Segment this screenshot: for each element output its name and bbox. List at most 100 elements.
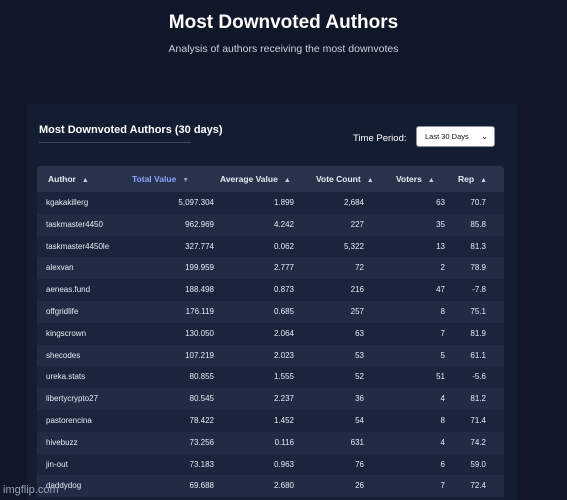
vote-count-cell: 63	[355, 328, 364, 338]
author-cell[interactable]: jin-out	[46, 459, 68, 469]
page-subtitle: Analysis of authors receiving the most d…	[168, 43, 399, 55]
voters-cell: 7	[440, 328, 445, 338]
rep-cell: 72.4	[470, 481, 486, 491]
author-cell[interactable]: kgakakillerg	[46, 198, 89, 207]
sort-down-icon: ▼	[182, 177, 190, 184]
table-row[interactable]: aeneas.fund 188.498 0.873 216 47 -7.8	[37, 279, 504, 301]
average-value-cell: 1.899	[273, 198, 294, 207]
average-value-cell: 0.062	[273, 241, 294, 251]
vote-count-cell: 5,322	[343, 241, 364, 251]
author-cell[interactable]: libertycrypto27	[46, 394, 99, 404]
average-value-cell: 2.237	[273, 394, 294, 404]
table-row[interactable]: shecodes 107.219 2.023 53 5 61.1	[37, 344, 504, 367]
average-value-cell: 1.555	[273, 372, 294, 382]
author-cell[interactable]: taskmaster4450le	[46, 241, 110, 251]
table-row[interactable]: taskmaster4450 962.969 4.242 227 35 85.8	[37, 213, 504, 236]
column-header-vote-count[interactable]: Vote Count ▲	[316, 174, 374, 184]
average-value-cell: 1.452	[273, 415, 294, 425]
author-cell[interactable]: alexvan	[46, 263, 74, 273]
column-header-total-value[interactable]: Total Value ▼	[132, 174, 190, 184]
sort-up-icon: ▲	[366, 177, 374, 184]
average-value-cell: 2.777	[273, 263, 294, 273]
voters-cell: 6	[440, 459, 445, 469]
author-cell[interactable]: shecodes	[46, 350, 81, 360]
average-value-cell: 0.685	[273, 306, 294, 316]
table-header-row: Author ▲ Total Value ▼ Average Value ▲ Vote…	[37, 166, 504, 192]
voters-cell: 47	[436, 285, 445, 295]
rep-cell: 61.1	[470, 350, 486, 360]
column-header-rep[interactable]: Rep ▲	[458, 174, 487, 184]
average-value-cell: 0.116	[274, 437, 294, 447]
sort-up-icon: ▲	[283, 177, 291, 184]
time-period-selected-value: Last 30 Days	[425, 132, 469, 141]
rep-cell: -5.6	[472, 372, 486, 382]
total-value-cell: 130.050	[185, 328, 214, 338]
rep-cell: 81.9	[470, 328, 486, 338]
column-header-voters[interactable]: Voters ▲	[396, 174, 435, 184]
total-value-cell: 73.183	[189, 459, 214, 469]
table-row[interactable]: hivebuzz 73.256 0.116 631 4 74.2	[37, 431, 504, 454]
table-row[interactable]: jin-out 73.183 0.963 76 6 59.0	[37, 453, 504, 476]
author-cell[interactable]: offgridlife	[46, 306, 79, 316]
downvoted-authors-card: Most Downvoted Authors (30 days) Time Pe…	[26, 104, 517, 500]
vote-count-cell: 26	[355, 481, 364, 491]
author-cell[interactable]: kingscrown	[46, 328, 87, 338]
average-value-cell: 2.023	[273, 350, 294, 360]
author-cell[interactable]: pastorencina	[46, 415, 92, 425]
vote-count-cell: 216	[350, 285, 364, 295]
table-row[interactable]: kingscrown 130.050 2.064 63 7 81.9	[37, 322, 504, 345]
average-value-cell: 0.963	[273, 459, 294, 469]
card-title: Most Downvoted Authors (30 days)	[39, 124, 223, 136]
rep-cell: 78.9	[470, 263, 486, 273]
watermark: imgflip.com	[3, 484, 59, 496]
time-period-select[interactable]: Last 30 Days ⌄	[416, 126, 495, 147]
voters-cell: 51	[436, 372, 445, 382]
table-row[interactable]: daddydog 69.688 2.680 26 7 72.4	[37, 475, 504, 498]
table-row[interactable]: offgridlife 176.119 0.685 257 8 75.1	[37, 300, 504, 323]
rep-cell: 74.2	[470, 437, 486, 447]
voters-cell: 63	[436, 198, 445, 207]
total-value-cell: 5,097.304	[178, 198, 214, 207]
average-value-cell: 2.680	[273, 481, 294, 491]
total-value-cell: 107.219	[185, 350, 214, 360]
total-value-cell: 78.422	[189, 415, 214, 425]
vote-count-cell: 257	[350, 306, 364, 316]
author-cell[interactable]: ureka.stats	[46, 372, 86, 382]
column-header-average-value[interactable]: Average Value ▲	[220, 174, 291, 184]
rep-cell: 85.8	[470, 219, 486, 229]
table-row[interactable]: taskmaster4450le 327.774 0.062 5,322 13 81.3	[37, 235, 504, 258]
rep-cell: 81.2	[470, 394, 486, 404]
rep-cell: 71.4	[470, 415, 486, 425]
sort-up-icon: ▲	[81, 177, 89, 184]
table-row[interactable]: alexvan 199.959 2.777 72 2 78.9	[37, 257, 504, 280]
table-row[interactable]: pastorencina 78.422 1.452 54 8 71.4	[37, 409, 504, 432]
vote-count-cell: 631	[350, 437, 364, 447]
voters-cell: 35	[436, 219, 445, 229]
total-value-cell: 80.545	[189, 394, 214, 404]
voters-cell: 2	[440, 263, 445, 273]
voters-cell: 13	[436, 241, 445, 251]
table-row[interactable]: ureka.stats 80.855 1.555 52 51 -5.6	[37, 366, 504, 389]
total-value-cell: 176.119	[185, 306, 214, 316]
voters-cell: 4	[440, 437, 445, 447]
table-row[interactable]: kgakakillerg 5,097.304 1.899 2,684 63 70.7	[37, 192, 504, 214]
total-value-cell: 73.256	[189, 437, 214, 447]
table-row[interactable]: libertycrypto27 80.545 2.237 36 4 81.2	[37, 388, 504, 410]
sort-up-icon: ▲	[427, 177, 435, 184]
author-cell[interactable]: hivebuzz	[46, 437, 78, 447]
vote-count-cell: 72	[355, 263, 364, 273]
column-header-author[interactable]: Author ▲	[48, 174, 89, 184]
authors-table: Author ▲ Total Value ▼ Average Value ▲ Vote…	[37, 166, 504, 498]
author-cell[interactable]: daddydog	[46, 481, 82, 491]
voters-cell: 8	[440, 306, 445, 316]
author-cell[interactable]: taskmaster4450	[46, 219, 103, 229]
voters-cell: 5	[440, 350, 445, 360]
table-body: kgakakillerg 5,097.304 1.899 2,684 63 70.7 tas…	[37, 192, 504, 498]
total-value-cell: 188.498	[185, 285, 214, 295]
total-value-cell: 80.855	[189, 372, 214, 382]
author-cell[interactable]: aeneas.fund	[46, 285, 91, 295]
rep-cell: 75.1	[470, 306, 486, 316]
rep-cell: 70.7	[470, 198, 486, 207]
vote-count-cell: 227	[350, 219, 364, 229]
total-value-cell: 199.959	[185, 263, 214, 273]
